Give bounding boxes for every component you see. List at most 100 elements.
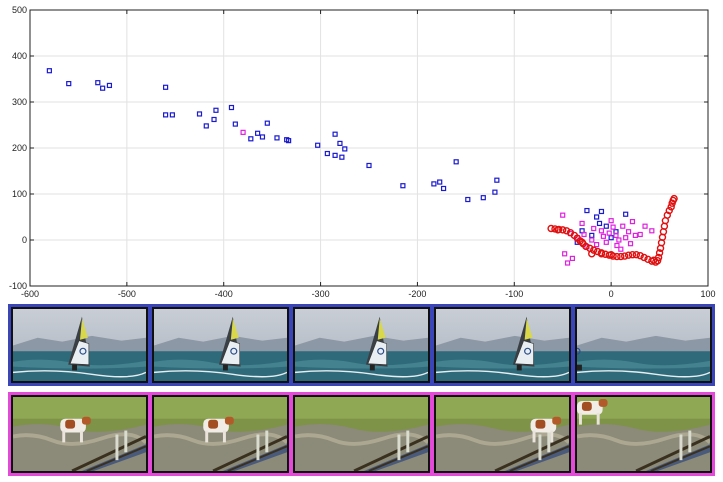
data-point-square (453, 159, 459, 165)
data-point-square (248, 136, 254, 142)
cow-frame-strip (8, 392, 715, 476)
data-point-square (618, 246, 624, 252)
y-tick-label: 500 (12, 5, 27, 15)
data-point-square (637, 231, 643, 238)
data-point-square (614, 242, 620, 249)
data-point-square (440, 185, 447, 192)
data-point-circle (653, 257, 662, 265)
data-point-square (600, 233, 606, 239)
data-point-square (332, 131, 338, 137)
data-point-square (564, 260, 571, 266)
data-point-square (608, 218, 614, 224)
data-point-circle (632, 251, 641, 259)
data-point-square (264, 120, 270, 126)
data-point-square (324, 150, 330, 157)
data-point-square (100, 85, 106, 91)
data-point-square (603, 239, 609, 245)
data-point-square (581, 231, 587, 238)
cow-frame-1 (11, 395, 148, 473)
windsurf-frame-2 (152, 307, 289, 383)
x-tick-label: -100 (505, 289, 523, 299)
y-tick-label: 200 (12, 143, 27, 153)
data-point-circle (582, 242, 590, 251)
data-point-square (632, 232, 638, 238)
data-point-square (598, 228, 605, 234)
data-point-circle (597, 250, 606, 258)
data-point-square (255, 130, 261, 136)
data-point-square (228, 104, 235, 111)
data-point-square (480, 195, 486, 201)
data-point-square (623, 211, 629, 217)
data-point-square (606, 230, 612, 236)
data-point-square (603, 223, 609, 229)
data-point-square (569, 255, 576, 261)
data-point-square (649, 228, 655, 234)
data-point-square (589, 237, 595, 243)
data-point-circle (670, 194, 678, 203)
data-point-square (620, 223, 626, 229)
data-point-circle (562, 227, 571, 235)
x-tick-label: -300 (312, 289, 330, 299)
data-point-square (163, 112, 169, 118)
windsurf-frame-5 (575, 307, 712, 383)
data-point-square (437, 179, 443, 185)
x-tick-label: 100 (700, 289, 715, 299)
data-point-circle (588, 250, 596, 258)
data-point-square (213, 107, 219, 113)
data-point-square (494, 177, 500, 183)
data-point-square (610, 224, 616, 230)
data-point-square (286, 138, 292, 144)
data-point-square (337, 140, 343, 146)
data-point-circle (554, 226, 562, 234)
x-tick-label: -600 (21, 289, 39, 299)
data-point-square (560, 212, 566, 218)
data-point-square (579, 220, 585, 227)
data-point-circle (667, 203, 675, 211)
data-point-square (339, 154, 345, 160)
data-point-square (613, 232, 619, 238)
axes: -600 -500 -400 -300 -200 -100 0 100 -100 0 100 200 3… (9, 5, 716, 299)
data-point-circle (578, 238, 586, 247)
cow-frame-4 (434, 395, 571, 473)
scatter-chart: -600 -500 -400 -300 -200 -100 0 100 -100 0 100 200 3… (9, 5, 716, 299)
x-tick-label: 0 (609, 289, 614, 299)
data-point-circle (624, 251, 633, 259)
cow-frame-2 (152, 395, 289, 473)
data-point-square (492, 189, 498, 195)
windsurf-frame-3 (293, 307, 430, 383)
data-point-square (598, 208, 605, 215)
data-point-square (332, 152, 338, 158)
data-point-square (629, 219, 636, 225)
data-point-square (589, 232, 595, 238)
data-point-circle (640, 253, 648, 262)
y-tick-label: -100 (9, 281, 27, 291)
data-point-square (625, 229, 632, 235)
data-point-square (591, 225, 597, 232)
data-point-circle (559, 226, 567, 234)
data-point-square (46, 68, 52, 74)
data-point-square (211, 116, 217, 123)
data-point-square (196, 111, 203, 117)
data-point-circle (665, 206, 673, 215)
windsurf-frame-4 (434, 307, 571, 383)
data-point-square (642, 223, 648, 229)
windsurf-frame-1 (11, 307, 148, 383)
x-tick-label: -500 (118, 289, 136, 299)
data-point-square (163, 84, 169, 90)
data-point-square (562, 251, 568, 257)
data-point-square (366, 162, 372, 169)
data-point-square (169, 112, 175, 118)
y-tick-label: 100 (12, 189, 27, 199)
data-point-circle (628, 251, 637, 259)
data-point-square (95, 80, 101, 86)
y-tick-label: 400 (12, 51, 27, 61)
data-point-square (596, 220, 603, 227)
y-tick-label: 300 (12, 97, 27, 107)
data-point-square (594, 214, 600, 220)
data-point-square (584, 207, 590, 214)
data-point-square (465, 196, 471, 203)
data-point-square (431, 181, 437, 187)
data-point-circle (607, 251, 615, 259)
data-point-square (203, 123, 209, 129)
cow-frame-5 (575, 395, 712, 473)
